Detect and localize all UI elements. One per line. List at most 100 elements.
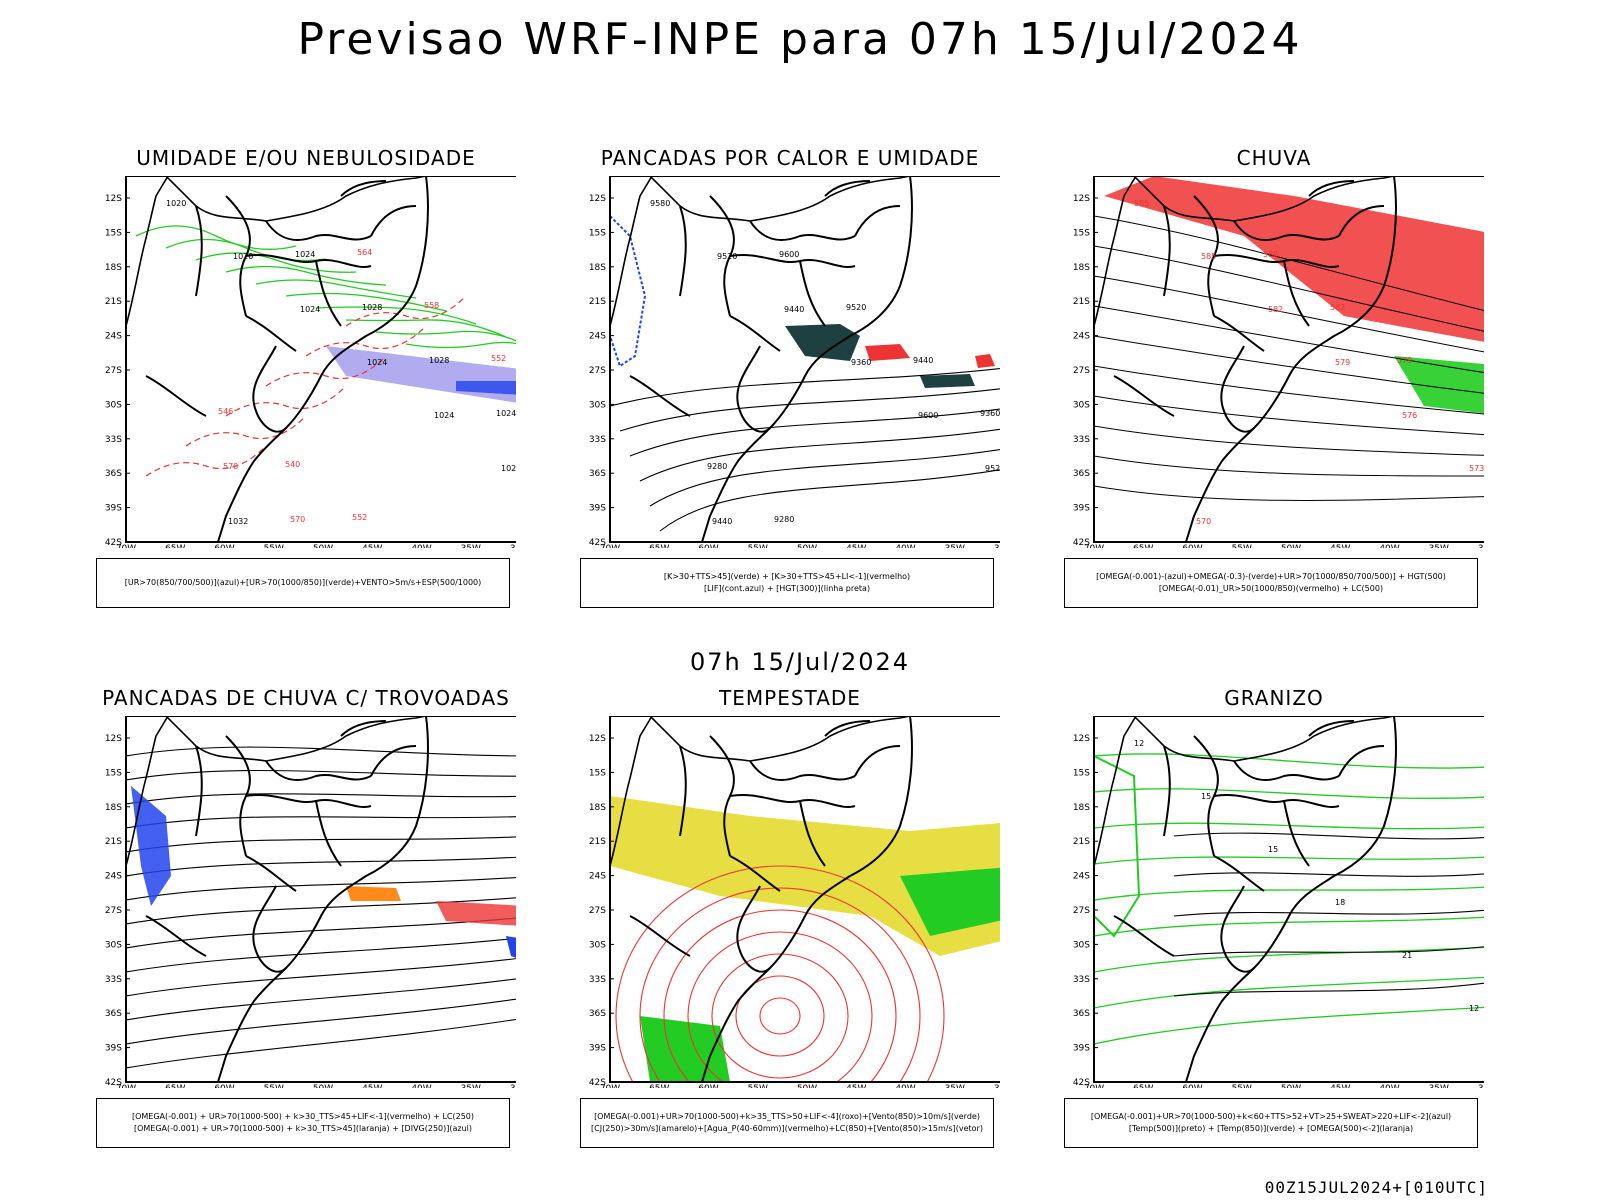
panel-chuva: CHUVA 585 585 582 579 576 573 570 588 582 579 12S 1…	[1064, 146, 1484, 608]
contour-label: 9440	[913, 356, 933, 365]
map-border	[1093, 176, 1484, 543]
coastline	[126, 176, 427, 327]
lon-tick-label: 40W	[895, 544, 915, 548]
lon-tick-label: 55W	[264, 1084, 284, 1088]
lat-tick-label: 30S	[105, 400, 122, 410]
lat-tick-label: 27S	[105, 906, 122, 916]
lat-tick-label: 15S	[1073, 768, 1090, 778]
contour-label: 9520	[846, 303, 866, 312]
lon-tick-label: 50W	[1281, 1084, 1301, 1088]
streamline	[126, 958, 516, 997]
temp850-contour	[1094, 916, 1484, 937]
temp850-cluster	[1094, 754, 1141, 938]
contour-label: 573	[1469, 464, 1484, 473]
contour-label: 564	[357, 248, 372, 257]
contour-label: 558	[424, 301, 439, 310]
lat-tick-label: 15S	[105, 228, 122, 238]
hgt-contour	[1094, 245, 1484, 332]
country-border	[679, 205, 687, 297]
lon-tick-label: 60W	[698, 544, 718, 548]
hgt-contour	[619, 388, 1000, 432]
hgt-contour	[1094, 215, 1484, 312]
country-border	[315, 800, 342, 867]
water-contour	[663, 909, 897, 1082]
lat-tick-label: 33S	[105, 435, 122, 445]
contour-label: 15	[1268, 845, 1278, 854]
forecast-time-title: 07h 15/Jul/2024	[689, 648, 911, 676]
temp850-contour	[1094, 946, 1484, 973]
lat-tick-label: 21S	[589, 297, 606, 307]
country-border	[749, 220, 856, 241]
contour-label: 570	[223, 462, 238, 471]
humidity-contour	[225, 265, 387, 286]
hgt-contour	[1094, 305, 1484, 374]
map: 1020 1020 1024 1024 1024 1028 1032 1024 1028 1028…	[105, 176, 516, 548]
caption-line-1: [UR>70(850/700/500)](azul)+[UR>70(1000/8…	[124, 578, 482, 587]
country-border	[629, 915, 691, 957]
thickness-contour	[145, 445, 267, 477]
contour-label: 12	[1134, 739, 1144, 748]
instability-area-red	[865, 344, 910, 361]
water-contour	[735, 975, 825, 1057]
lon-tick-label: 70W	[1084, 1084, 1104, 1088]
streamline	[126, 769, 516, 781]
country-border	[195, 205, 203, 297]
humidity-contour	[315, 306, 477, 325]
lat-tick-label: 30S	[1073, 400, 1090, 410]
lat-tick-label: 21S	[1073, 837, 1090, 847]
country-border	[340, 180, 387, 197]
wind-area	[900, 867, 1000, 936]
lat-tick-label: 39S	[105, 1044, 122, 1054]
country-border	[736, 885, 771, 973]
contour-label: 9600	[918, 411, 938, 420]
contour-label: 582	[1330, 303, 1345, 312]
streamline	[126, 998, 516, 1045]
omega-area	[1394, 356, 1484, 414]
map-area	[125, 716, 516, 1083]
lat-tick-label: 18S	[589, 803, 606, 813]
map-layers: 585 585 582 579 576 573 570 588 582 579	[1094, 176, 1484, 542]
lat-tick-label: 39S	[105, 504, 122, 514]
contour-label: 9600	[779, 250, 799, 259]
streamline	[126, 746, 516, 757]
thickness-contour	[305, 325, 427, 357]
lat-tick-label: 12S	[1073, 194, 1090, 204]
hgt-contour	[1094, 395, 1484, 436]
map-area: 9580 9520 9440 9360 9600 9520 9440 9600 9520 9440…	[609, 176, 1000, 543]
lon-tick-label: 55W	[1232, 1084, 1252, 1088]
panel-title: PANCADAS DE CHUVA C/ TROVOADAS	[102, 686, 510, 710]
water-contour	[615, 865, 945, 1082]
streamline	[126, 1018, 516, 1069]
hgt-contour	[1094, 425, 1484, 456]
lon-tick-label: 55W	[748, 544, 768, 548]
streamline	[126, 897, 516, 925]
streamline	[126, 876, 516, 901]
contour-label: 15	[1201, 792, 1211, 801]
divergence-area	[131, 786, 171, 906]
lat-tick-label: 12S	[1073, 734, 1090, 744]
contour-label: 576	[1402, 411, 1417, 420]
thickness-contour	[185, 415, 307, 447]
lat-tick-label: 33S	[589, 435, 606, 445]
instability-area-red	[975, 354, 995, 368]
hgt-contour	[1094, 455, 1484, 477]
lon-tick-label: 45W	[846, 1084, 866, 1088]
lat-tick-label: 27S	[1073, 366, 1090, 376]
map-layers	[126, 716, 516, 1082]
lat-tick-label: 18S	[105, 263, 122, 273]
country-border	[1113, 375, 1175, 417]
humidity-contour	[135, 225, 297, 250]
country-border	[1220, 885, 1255, 973]
caption-line-1: [K>30+TTS>45](verde) + [K>30+TTS>45+LI<-…	[663, 572, 911, 581]
lat-tick-label: 33S	[1073, 435, 1090, 445]
contour-label: 579	[1397, 356, 1412, 365]
streamline	[126, 978, 516, 1021]
lon-tick-label: 70W	[600, 544, 620, 548]
country-border	[679, 745, 687, 837]
lat-tick-label: 21S	[105, 837, 122, 847]
temp850-contour	[1094, 886, 1484, 901]
hgt-contour	[1094, 485, 1484, 501]
lat-tick-label: 36S	[105, 1009, 122, 1019]
lat-tick-label: 33S	[1073, 975, 1090, 985]
lon-tick-label: 30W	[510, 1084, 516, 1088]
